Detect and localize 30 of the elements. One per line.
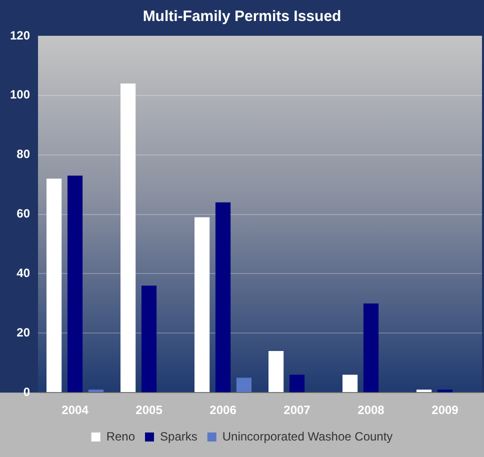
y-tick-label: 40 (16, 266, 30, 280)
legend-label: Unincorporated Washoe County (222, 429, 393, 444)
x-tick-label: 2007 (284, 403, 311, 418)
bar (342, 374, 358, 392)
bar (363, 303, 379, 392)
bar (46, 178, 62, 392)
bar (416, 390, 432, 392)
bar (236, 378, 252, 392)
x-tick-label: 2005 (136, 403, 163, 418)
bar (437, 390, 453, 392)
y-tick-label: 120 (10, 28, 30, 42)
legend-label: Reno (106, 429, 136, 444)
bar (215, 202, 231, 392)
bar (88, 390, 104, 392)
y-tick-label: 60 (16, 206, 30, 221)
chart-title: Multi-Family Permits Issued (142, 8, 342, 26)
y-tick-label: 20 (16, 325, 30, 340)
bar (120, 84, 136, 392)
bar (141, 286, 157, 392)
x-tick-label: 2006 (210, 403, 237, 418)
legend-label: Sparks (160, 429, 198, 444)
bar (194, 217, 210, 392)
x-tick-label: 2008 (358, 403, 385, 418)
x-tick-label: 2004 (62, 403, 89, 418)
bar (268, 350, 284, 392)
bar (289, 374, 305, 392)
bar (67, 176, 83, 392)
y-tick-label: 80 (16, 147, 30, 162)
x-tick-label: 2009 (432, 403, 459, 418)
y-tick-label: 100 (10, 88, 30, 102)
